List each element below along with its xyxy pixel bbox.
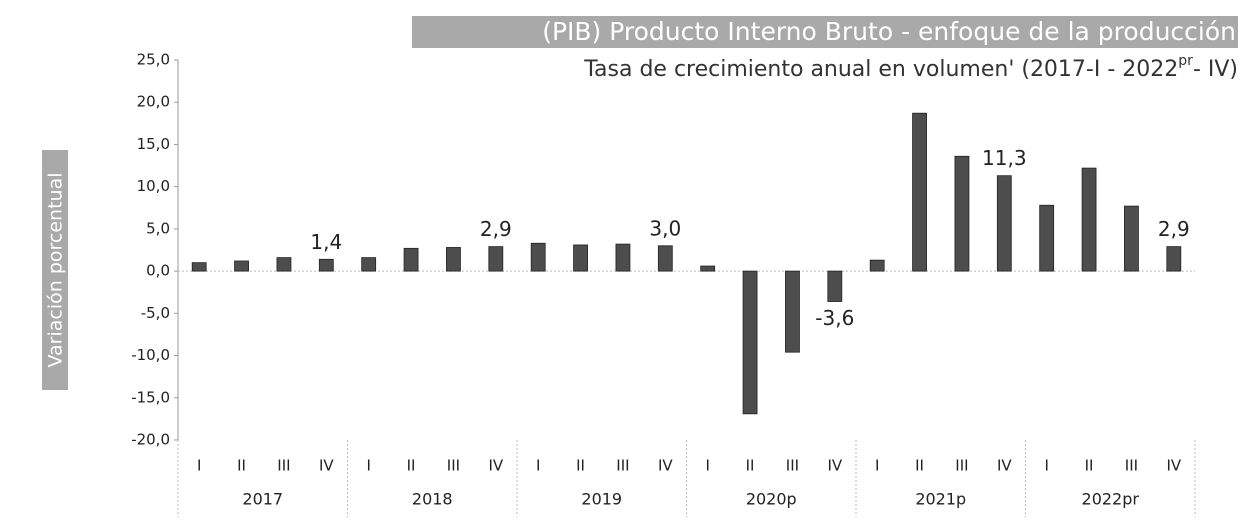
x-tick-label: III [447, 457, 460, 475]
subtitle-text: Tasa de crecimiento anual en volumen' (2… [583, 57, 1178, 82]
x-tick-label: I [875, 457, 879, 475]
group-label: 2022pr [1082, 490, 1140, 509]
bar [869, 259, 885, 272]
x-tick-label: IV [827, 457, 842, 475]
bar [912, 112, 927, 272]
group-label: 2019 [581, 490, 622, 509]
data-label: 2,9 [480, 217, 512, 241]
title-background [412, 16, 1238, 48]
bar [954, 155, 970, 272]
group-label: 2017 [242, 490, 283, 509]
bar [234, 260, 249, 272]
bar [1039, 204, 1055, 272]
x-tick-label: II [237, 457, 246, 475]
bar [1166, 246, 1182, 272]
x-tick-label: III [277, 457, 290, 475]
x-tick-label: IV [997, 457, 1012, 475]
data-label: 1,4 [310, 230, 342, 254]
bar [446, 247, 461, 272]
chart-title: (PIB) Producto Interno Bruto - enfoque d… [542, 17, 1236, 46]
x-tick-label: IV [1166, 457, 1181, 475]
bar [657, 245, 673, 272]
y-tick-label: 20,0 [137, 93, 170, 111]
data-label: 3,0 [649, 216, 681, 240]
y-tick-label: -20,0 [131, 431, 170, 449]
subtitle-superscript: pr [1178, 53, 1193, 69]
y-tick-label: -10,0 [131, 346, 170, 364]
subtitle-text: - IV) [1193, 57, 1238, 82]
x-tick-label: II [1085, 457, 1094, 475]
group-label: 2021p [915, 490, 966, 509]
bar [361, 257, 377, 272]
x-tick-label: III [786, 457, 799, 475]
group-label: 2018 [412, 490, 453, 509]
y-label-background [42, 150, 68, 390]
x-tick-label: II [576, 457, 585, 475]
bar [191, 262, 207, 272]
chart-subtitle: Tasa de crecimiento anual en volumen' (2… [583, 53, 1238, 82]
bar [615, 243, 631, 272]
data-label: 2,9 [1158, 217, 1190, 241]
x-tick-label: III [955, 457, 968, 475]
bar [1081, 167, 1097, 272]
bar [827, 270, 843, 302]
y-tick-label: -5,0 [141, 304, 170, 322]
y-axis-label: Variación porcentual [45, 172, 67, 367]
x-tick-label: I [366, 457, 370, 475]
x-tick-label: II [746, 457, 755, 475]
x-tick-label: I [536, 457, 540, 475]
bar [530, 242, 546, 272]
bar [996, 175, 1012, 272]
bar [276, 257, 292, 272]
bar [1124, 205, 1139, 272]
bar [700, 265, 716, 272]
y-tick-label: 10,0 [137, 177, 170, 195]
x-tick-label: III [1125, 457, 1138, 475]
x-tick-label: III [616, 457, 629, 475]
y-tick-label: 5,0 [146, 219, 170, 237]
bar [742, 270, 758, 415]
data-label: 11,3 [982, 146, 1027, 170]
y-tick-label: -15,0 [131, 388, 170, 406]
bar [318, 258, 334, 272]
data-label: -3,6 [815, 306, 854, 330]
x-tick-label: I [197, 457, 201, 475]
x-tick-label: IV [658, 457, 673, 475]
x-tick-label: IV [319, 457, 334, 475]
bar [403, 247, 419, 272]
y-tick-label: 15,0 [137, 135, 170, 153]
y-tick-label: 0,0 [146, 262, 170, 280]
x-tick-label: I [705, 457, 709, 475]
bar [785, 270, 800, 353]
x-tick-label: II [915, 457, 924, 475]
x-tick-label: IV [488, 457, 503, 475]
x-tick-label: I [1044, 457, 1048, 475]
group-label: 2020p [746, 490, 797, 509]
bar [573, 244, 588, 272]
y-label-group: Variación porcentual [42, 150, 68, 390]
x-tick-label: II [407, 457, 416, 475]
bar [488, 246, 504, 272]
y-tick-label: 25,0 [137, 51, 170, 69]
